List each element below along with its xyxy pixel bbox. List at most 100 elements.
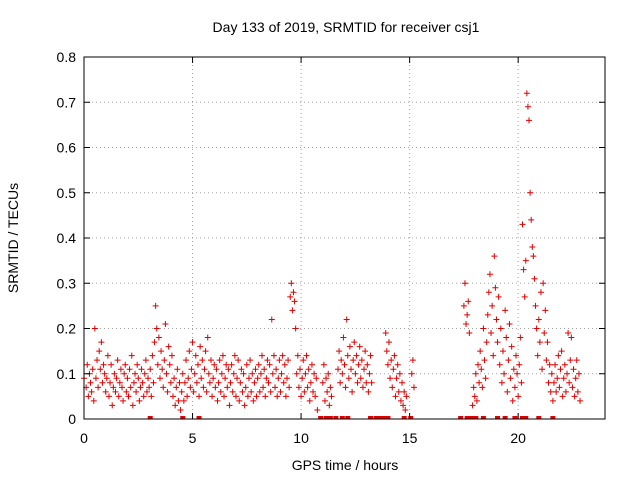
- data-point: [555, 352, 562, 359]
- data-point: [552, 361, 559, 368]
- baseline-marker: [536, 416, 542, 419]
- data-point: [562, 388, 569, 395]
- x-tick-label: 10: [293, 430, 309, 446]
- data-point: [323, 375, 330, 382]
- data-point: [461, 280, 468, 287]
- data-points: [81, 90, 584, 413]
- data-point: [293, 370, 300, 377]
- data-point: [176, 379, 183, 386]
- data-point: [266, 361, 273, 368]
- data-point: [488, 330, 495, 337]
- data-point: [505, 357, 512, 364]
- data-point: [565, 330, 572, 337]
- data-point: [484, 311, 491, 318]
- data-point: [567, 357, 574, 364]
- data-point: [277, 388, 284, 395]
- data-point: [135, 375, 142, 382]
- data-point: [259, 352, 266, 359]
- data-point: [255, 361, 262, 368]
- data-point: [164, 388, 171, 395]
- data-point: [269, 370, 276, 377]
- data-point: [205, 370, 212, 377]
- data-point: [111, 370, 118, 377]
- data-point: [139, 379, 146, 386]
- data-point: [289, 307, 296, 314]
- data-point: [210, 375, 217, 382]
- baseline-marker: [327, 416, 333, 419]
- data-point: [300, 357, 307, 364]
- data-point: [392, 393, 399, 400]
- data-point: [475, 361, 482, 368]
- baseline-marker: [333, 416, 339, 419]
- data-point: [288, 280, 295, 287]
- data-point: [512, 352, 519, 359]
- data-point: [334, 366, 341, 373]
- data-point: [238, 366, 245, 373]
- data-point: [365, 388, 372, 395]
- data-point: [529, 244, 536, 251]
- data-point: [299, 375, 306, 382]
- data-point: [123, 388, 130, 395]
- data-point: [163, 370, 170, 377]
- data-point: [352, 370, 359, 377]
- data-point: [254, 375, 261, 382]
- data-point: [473, 397, 480, 404]
- data-point: [577, 397, 584, 404]
- data-point: [184, 393, 191, 400]
- data-point: [305, 366, 312, 373]
- data-point: [120, 397, 127, 404]
- data-point: [211, 361, 218, 368]
- data-point: [546, 361, 553, 368]
- data-point: [243, 361, 250, 368]
- data-point: [117, 366, 124, 373]
- data-point: [101, 370, 108, 377]
- data-point: [197, 343, 204, 350]
- data-point: [155, 334, 162, 341]
- data-point: [140, 393, 147, 400]
- data-point: [121, 370, 128, 377]
- data-point: [363, 379, 370, 386]
- data-point: [533, 325, 540, 332]
- data-point: [531, 275, 538, 282]
- data-point: [240, 370, 247, 377]
- data-point: [521, 293, 528, 300]
- data-point: [558, 348, 565, 355]
- data-point: [337, 379, 344, 386]
- baseline-marker: [323, 416, 329, 419]
- data-point: [156, 375, 163, 382]
- data-point: [224, 384, 231, 391]
- data-point: [207, 357, 214, 364]
- data-point: [460, 302, 467, 309]
- data-point: [168, 352, 175, 359]
- data-point: [100, 361, 107, 368]
- data-point: [396, 370, 403, 377]
- data-point: [351, 339, 358, 346]
- data-point: [550, 379, 557, 386]
- data-point: [229, 388, 236, 395]
- data-point: [145, 375, 152, 382]
- data-point: [170, 393, 177, 400]
- data-point: [94, 357, 101, 364]
- baseline-marker: [458, 416, 464, 419]
- data-point: [359, 384, 366, 391]
- data-point: [280, 379, 287, 386]
- data-point: [364, 361, 371, 368]
- data-point: [502, 307, 509, 314]
- baseline-marker: [368, 416, 374, 419]
- data-point: [279, 352, 286, 359]
- data-point: [501, 370, 508, 377]
- data-point: [573, 357, 580, 364]
- data-point: [523, 90, 530, 97]
- data-point: [241, 402, 248, 409]
- data-point: [133, 388, 140, 395]
- data-point: [124, 375, 131, 382]
- data-point: [463, 320, 470, 327]
- data-point: [537, 289, 544, 296]
- data-point: [304, 384, 311, 391]
- data-point: [495, 293, 502, 300]
- data-point: [251, 379, 258, 386]
- data-point: [99, 379, 106, 386]
- data-point: [178, 388, 185, 395]
- baseline-marker: [464, 416, 470, 419]
